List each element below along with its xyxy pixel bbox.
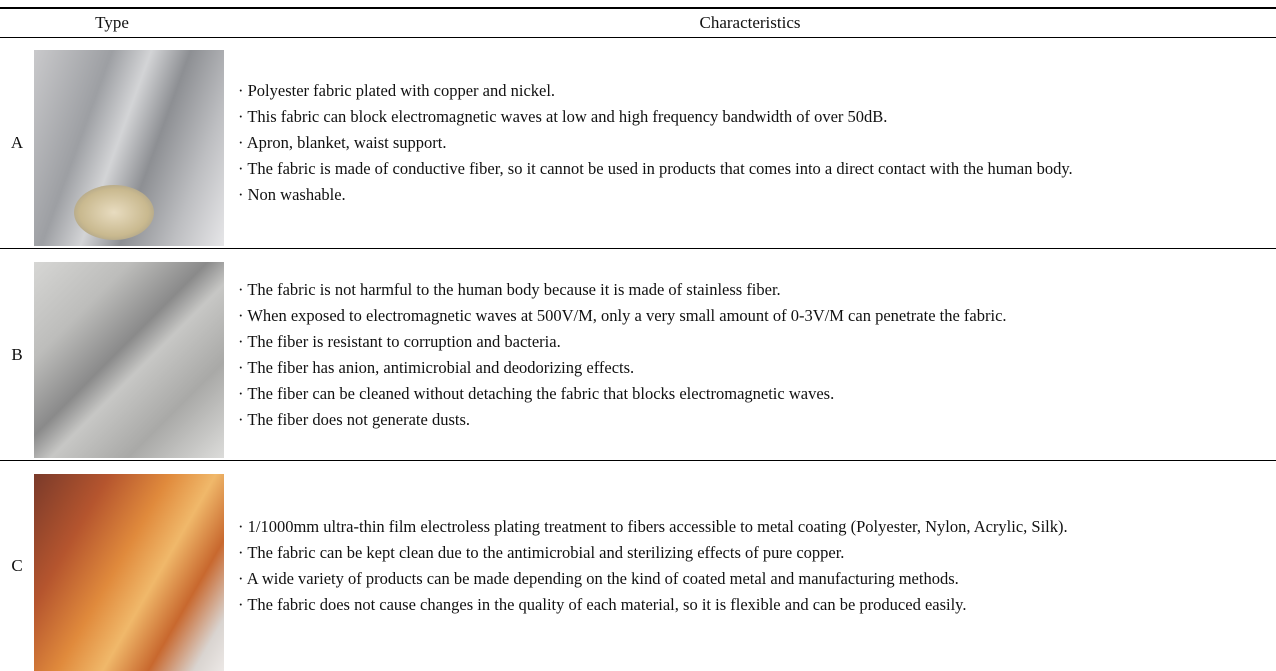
characteristic-line: · 1/1000mm ultra-thin film electroless p… (238, 517, 1068, 536)
header-rule (0, 37, 1276, 38)
characteristic-line: · The fabric can be kept clean due to th… (238, 543, 845, 562)
characteristics-cell: · 1/1000mm ultra-thin film electroless p… (238, 461, 1276, 671)
characteristic-line: · The fiber does not generate dusts. (238, 409, 470, 429)
table-row: B · The fabric is not harmful to the huma… (0, 249, 1276, 460)
characteristic-line: · Polyester fabric plated with copper an… (238, 81, 556, 100)
characteristic-line: · The fabric does not cause changes in t… (238, 595, 967, 614)
row-rule (0, 460, 1276, 461)
characteristic-line: · A wide variety of products can be made… (238, 569, 959, 588)
characteristic-line: · The fiber can be cleaned without detac… (238, 383, 835, 403)
characteristics-cell: · The fabric is not harmful to the human… (238, 249, 1276, 460)
table-row: A · Polyester fabric plated with copper a… (0, 38, 1276, 248)
fabric-image (34, 474, 224, 671)
characteristic-line: · The fiber has anion, antimicrobial and… (238, 357, 635, 377)
characteristic-line: · When exposed to electromagnetic waves … (238, 305, 1007, 325)
characteristic-line: · The fabric is not harmful to the human… (238, 279, 781, 299)
header-characteristics: Characteristics (699, 13, 801, 32)
characteristic-line: · The fabric is made of conductive fiber… (238, 159, 1073, 178)
row-rule (0, 248, 1276, 249)
characteristic-line: · The fiber is resistant to corruption a… (238, 331, 561, 351)
type-label: C (11, 556, 23, 575)
header-type: Type (95, 13, 129, 32)
characteristics-cell: · Polyester fabric plated with copper an… (238, 38, 1276, 248)
type-label: B (11, 344, 23, 364)
type-label: A (10, 133, 24, 152)
top-rule (0, 7, 1276, 9)
fabric-image (34, 262, 224, 458)
table-row: C · 1/1000mm ultra-thin film electroless … (0, 461, 1276, 671)
characteristic-line: · This fabric can block electromagnetic … (238, 107, 888, 126)
fabric-image (34, 50, 224, 246)
characteristic-line: · Non washable. (238, 185, 346, 204)
characteristic-line: · Apron, blanket, waist support. (238, 133, 447, 152)
